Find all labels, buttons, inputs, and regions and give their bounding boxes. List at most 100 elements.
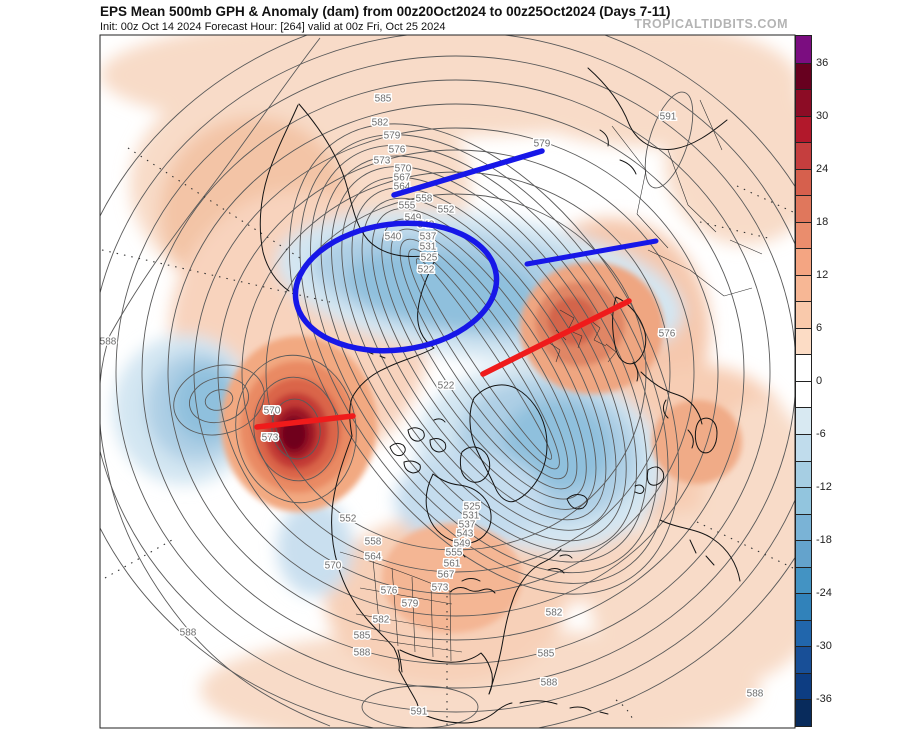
colorbar-segment bbox=[796, 89, 811, 116]
contour-label: 585 bbox=[538, 649, 555, 660]
ridge-line-alaska bbox=[254, 413, 356, 430]
colorbar-segment bbox=[796, 36, 811, 63]
colorbar-segment bbox=[796, 407, 811, 434]
contour-label: 567 bbox=[394, 173, 411, 184]
colorbar-tick: 36 bbox=[816, 56, 829, 69]
contour-label: 543 bbox=[457, 529, 474, 540]
contour-label: 585 bbox=[354, 631, 371, 642]
contour-ring bbox=[371, 208, 597, 510]
contour-ring bbox=[167, 103, 745, 641]
colorbar-segment bbox=[796, 274, 811, 302]
contour-label: 570 bbox=[395, 164, 412, 175]
colorbar-tick: -24 bbox=[816, 587, 832, 600]
colorbar-segment bbox=[796, 115, 811, 143]
contour-label: 588 bbox=[180, 628, 197, 639]
colorbar-tick: -12 bbox=[816, 481, 832, 494]
contour-ring bbox=[310, 144, 658, 574]
colorbar-segment bbox=[796, 540, 811, 567]
colorbar-tick: -30 bbox=[816, 640, 832, 653]
contour-ring bbox=[331, 166, 637, 552]
colorbar-segment bbox=[796, 433, 811, 461]
contour-ring bbox=[415, 258, 553, 460]
forecast-subtitle: Init: 00z Oct 14 2024 Forecast Hour: [26… bbox=[100, 21, 446, 33]
contour-ring bbox=[100, 35, 795, 713]
contour-label: 588 bbox=[354, 648, 371, 659]
page-title: EPS Mean 500mb GPH & Anomaly (dam) from … bbox=[100, 4, 671, 19]
colorbar-tick: -6 bbox=[816, 428, 826, 441]
contour-label: 537 bbox=[459, 520, 476, 531]
colorbar-tick: -18 bbox=[816, 534, 832, 547]
contour-label: 573 bbox=[374, 156, 391, 167]
colorbar-segment bbox=[796, 221, 811, 249]
tropicaltidbits-watermark: TROPICALTIDBITS.COM bbox=[634, 17, 788, 31]
contour-ring bbox=[408, 248, 560, 470]
contour-label: 582 bbox=[546, 608, 563, 619]
colorbar-segment bbox=[796, 301, 811, 328]
contour-label: 579 bbox=[384, 131, 401, 142]
contour-label: 525 bbox=[464, 502, 481, 513]
colorbar-segment bbox=[796, 672, 811, 700]
contour-label: 549 bbox=[454, 539, 471, 550]
contour-label: 561 bbox=[444, 559, 461, 570]
colorbar-segment bbox=[796, 619, 811, 647]
contour-label: 579 bbox=[402, 599, 419, 610]
contour-label: 522 bbox=[418, 265, 435, 276]
contour-ring bbox=[193, 127, 719, 617]
forecaster-annotations bbox=[254, 148, 659, 430]
contour-label: 525 bbox=[421, 253, 438, 264]
colorbar-tick: 18 bbox=[816, 215, 829, 228]
contour-label: 588 bbox=[747, 689, 764, 700]
colorbar-tick: 24 bbox=[816, 162, 829, 175]
colorbar-tick: 30 bbox=[816, 109, 829, 122]
colorbar-segment bbox=[796, 142, 811, 169]
colorbar-segment bbox=[796, 487, 811, 514]
contour-label: 564 bbox=[365, 552, 382, 563]
contour-ring-pacific-low bbox=[173, 364, 265, 436]
contour-ring-alaska-ridge bbox=[235, 354, 357, 504]
contour-ring bbox=[351, 187, 617, 531]
contour-label: 570 bbox=[325, 561, 342, 572]
contour-label: 588 bbox=[100, 337, 117, 348]
contour-ring-alaska-ridge bbox=[271, 398, 321, 460]
contour-label: 522 bbox=[438, 381, 455, 392]
contour-label: 570 bbox=[264, 406, 281, 417]
contour-label: 531 bbox=[420, 242, 437, 253]
colorbar-segment bbox=[796, 168, 811, 196]
colorbar-segment bbox=[796, 354, 811, 381]
coastlines bbox=[259, 67, 741, 724]
contour-588-left bbox=[100, 37, 331, 727]
colorbar-segment bbox=[796, 699, 811, 726]
contour-ring bbox=[115, 55, 795, 689]
contour-ring bbox=[217, 149, 695, 595]
contour-ring bbox=[390, 228, 578, 490]
height-contours bbox=[100, 35, 795, 728]
trough-line-north bbox=[391, 148, 545, 198]
colorbar-segment bbox=[796, 195, 811, 222]
contour-ring bbox=[241, 171, 671, 573]
anomaly-colorbar bbox=[795, 35, 812, 727]
colorbar-tick: 12 bbox=[816, 268, 829, 281]
contour-label: 537 bbox=[420, 232, 437, 243]
contour-label: 585 bbox=[375, 94, 392, 105]
contour-label: 576 bbox=[659, 329, 676, 340]
contour-ring bbox=[265, 193, 647, 551]
contour-label: 540 bbox=[385, 232, 402, 243]
colorbar-segment bbox=[796, 646, 811, 673]
contour-ring bbox=[341, 176, 627, 542]
colorbar-segment bbox=[796, 62, 811, 90]
contour-ring bbox=[299, 134, 669, 584]
contour-ring-pacific-low bbox=[189, 376, 249, 424]
colorbar-segment bbox=[796, 460, 811, 488]
contour-label: 591 bbox=[660, 112, 677, 123]
colorbar-segment bbox=[796, 248, 811, 275]
colorbar-segment bbox=[796, 380, 811, 408]
colorbar-tick: -36 bbox=[816, 693, 832, 706]
colorbar-segment bbox=[796, 566, 811, 594]
colorbar-segment bbox=[796, 327, 811, 355]
low-highlight-ellipse bbox=[292, 220, 500, 354]
trough-line-east bbox=[524, 238, 659, 267]
colorbar-tick: 0 bbox=[816, 375, 823, 387]
contour-label: 558 bbox=[416, 194, 433, 205]
